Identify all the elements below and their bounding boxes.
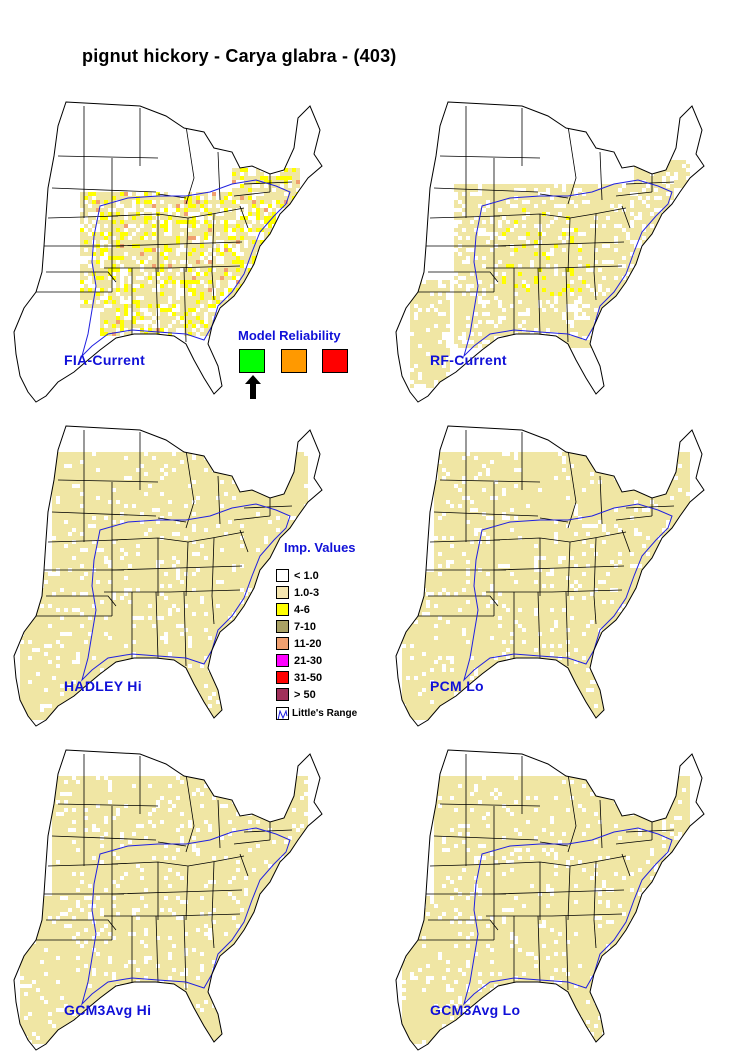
littles-range-outline: [81, 827, 291, 1006]
map-panel-fia-current: FIA-Current: [8, 96, 338, 406]
importance-class-label: 21-30: [294, 655, 322, 667]
map-label-hadley-hi: HADLEY Hi: [64, 678, 142, 694]
map-label-fia-current: FIA-Current: [64, 352, 145, 368]
importance-class-row: 4-6: [276, 602, 310, 617]
reliability-swatch-high: [239, 349, 265, 373]
importance-class-row: > 50: [276, 687, 316, 702]
map-panel-rf-current: RF-Current: [390, 96, 720, 406]
importance-class-row: 1.0-3: [276, 585, 319, 600]
importance-values-title: Imp. Values: [284, 540, 356, 555]
map-label-pcm-lo: PCM Lo: [430, 678, 484, 694]
importance-class-label: 11-20: [294, 638, 322, 650]
importance-class-row: < 1.0: [276, 568, 319, 583]
importance-class-swatch: [276, 603, 289, 616]
importance-class-label: > 50: [294, 689, 316, 701]
state-boundaries: [418, 106, 675, 343]
littles-range-outline: [81, 179, 291, 358]
importance-class-label: 4-6: [294, 604, 310, 616]
importance-class-swatch: [276, 637, 289, 650]
importance-class-row: 21-30: [276, 653, 322, 668]
state-boundaries: [418, 754, 675, 991]
map-gcm3avg-lo: [395, 749, 705, 1051]
map-rf-current: [395, 101, 705, 403]
selected-reliability-arrow-icon: [245, 375, 261, 399]
littles-range-swatch: [276, 707, 289, 720]
importance-values-rows: < 1.0 1.0-3 4-6 7-10 11-20 21-30 31-50 > 50: [276, 568, 386, 718]
littles-range-outline: [463, 179, 673, 358]
state-boundaries: [418, 430, 675, 667]
map-gcm3avg-hi: [13, 749, 323, 1051]
coastline-outline: [13, 101, 323, 403]
map-fia-current: [13, 101, 323, 403]
state-boundaries: [36, 754, 293, 991]
littles-range-outline: [463, 503, 673, 682]
littles-range-line-icon: [277, 709, 288, 719]
map-hadley-hi: [13, 425, 323, 727]
coastline-outline: [395, 101, 705, 403]
importance-class-label: 1.0-3: [294, 587, 319, 599]
importance-class-swatch: [276, 620, 289, 633]
littles-range-outline: [463, 827, 673, 1006]
model-reliability-legend: Model Reliability: [238, 328, 378, 400]
coastline-outline: [395, 425, 705, 727]
importance-class-swatch: [276, 688, 289, 701]
map-panel-pcm-lo: PCM Lo: [390, 420, 720, 730]
coastline-outline: [13, 425, 323, 727]
littles-range-outline: [81, 503, 291, 682]
map-panel-hadley-hi: HADLEY Hi: [8, 420, 338, 730]
map-pcm-lo: [395, 425, 705, 727]
coastline-outline: [13, 749, 323, 1051]
map-panel-gcm3avg-hi: GCM3Avg Hi: [8, 744, 338, 1054]
map-label-gcm3avg-lo: GCM3Avg Lo: [430, 1002, 520, 1018]
importance-class-row: 31-50: [276, 670, 322, 685]
importance-class-label: < 1.0: [294, 570, 319, 582]
state-boundaries: [36, 430, 293, 667]
importance-class-swatch: [276, 671, 289, 684]
littles-range-legend-row: Little's Range: [276, 706, 357, 721]
page-title: pignut hickory - Carya glabra - (403): [82, 46, 396, 67]
importance-class-label: 31-50: [294, 672, 322, 684]
map-panel-gcm3avg-lo: GCM3Avg Lo: [390, 744, 720, 1054]
importance-class-swatch: [276, 654, 289, 667]
importance-class-label: 7-10: [294, 621, 316, 633]
model-reliability-title: Model Reliability: [238, 328, 341, 343]
reliability-swatch-medium: [281, 349, 307, 373]
map-label-rf-current: RF-Current: [430, 352, 507, 368]
importance-class-row: 11-20: [276, 636, 322, 651]
littles-range-label: Little's Range: [292, 708, 357, 719]
map-label-gcm3avg-hi: GCM3Avg Hi: [64, 1002, 151, 1018]
importance-class-swatch: [276, 586, 289, 599]
importance-fill-layer: [80, 168, 300, 336]
reliability-swatch-low: [322, 349, 348, 373]
importance-class-row: 7-10: [276, 619, 316, 634]
importance-values-legend: Imp. Values < 1.0 1.0-3 4-6 7-10 11-20 21-30 3…: [276, 540, 386, 725]
importance-class-swatch: [276, 569, 289, 582]
coastline-outline: [395, 749, 705, 1051]
